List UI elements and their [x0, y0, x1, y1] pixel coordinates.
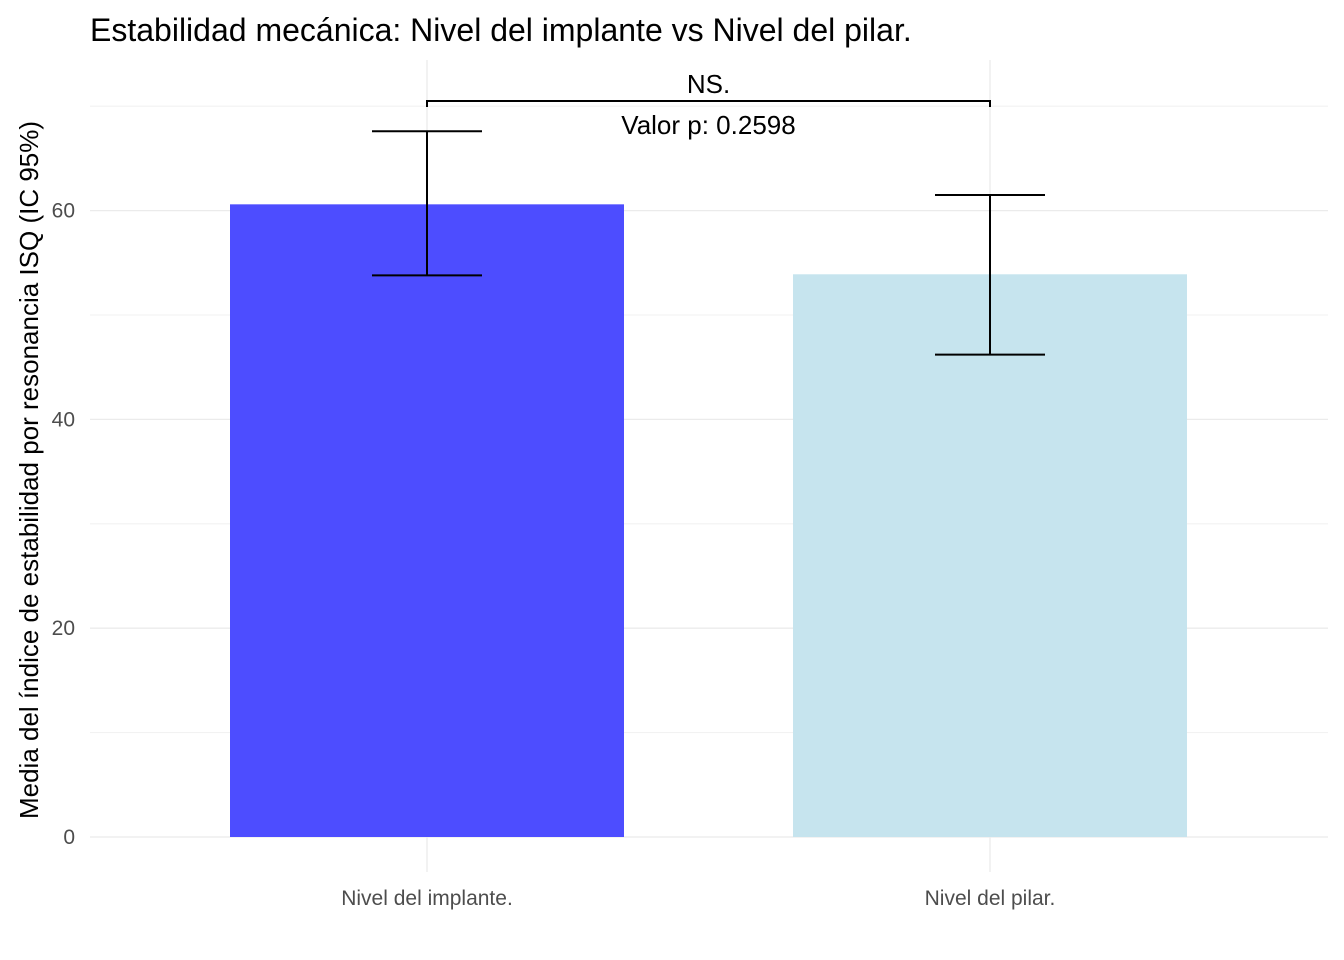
- significance-annotation: NS. Valor p: 0.2598: [426, 69, 991, 140]
- p-value-label: Valor p: 0.2598: [621, 110, 795, 140]
- bar: [793, 274, 1187, 837]
- bars: [230, 204, 1187, 837]
- bar: [230, 204, 624, 837]
- error-bars: [372, 130, 1045, 356]
- y-axis-label: Media del índice de estabilidad por reso…: [14, 121, 44, 819]
- x-axis-ticks: Nivel del implante. Nivel del pilar.: [341, 887, 1055, 910]
- chart-title: Estabilidad mecánica: Nivel del implante…: [90, 12, 912, 48]
- y-tick-label: 60: [52, 200, 75, 223]
- y-tick-label: 40: [52, 408, 75, 431]
- y-tick-label: 0: [63, 826, 75, 849]
- x-tick-label: Nivel del pilar.: [925, 887, 1056, 910]
- y-tick-label: 20: [52, 617, 75, 640]
- significance-label: NS.: [687, 69, 730, 99]
- x-tick-label: Nivel del implante.: [341, 887, 513, 910]
- y-axis-ticks: 0 20 40 60: [52, 200, 75, 849]
- significance-bracket: [426, 99, 991, 107]
